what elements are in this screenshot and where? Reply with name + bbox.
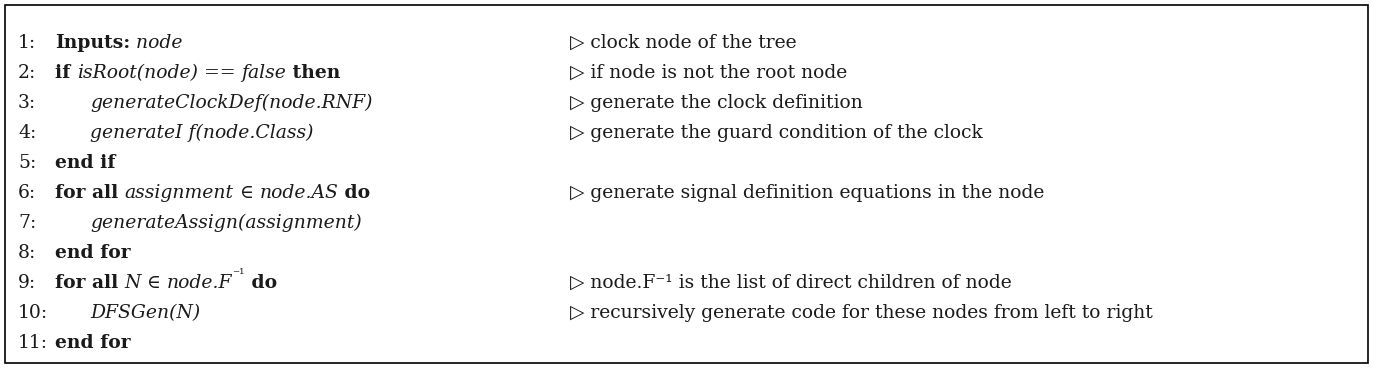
Text: ▷ if node is not the root node: ▷ if node is not the root node <box>570 64 847 82</box>
Text: end if: end if <box>55 154 115 172</box>
Text: ∈: ∈ <box>141 274 168 292</box>
Text: end for: end for <box>55 334 130 352</box>
Text: ==: == <box>198 64 242 82</box>
Text: 4:: 4: <box>18 124 36 142</box>
Text: 6:: 6: <box>18 184 36 202</box>
Text: generateClockDef(node.RNF): generateClockDef(node.RNF) <box>91 94 372 112</box>
Text: assignment: assignment <box>125 184 233 202</box>
Text: do: do <box>339 184 371 202</box>
Text: 7:: 7: <box>18 214 36 232</box>
Text: Inputs:: Inputs: <box>55 34 130 52</box>
Text: 2:: 2: <box>18 64 36 82</box>
Text: for all: for all <box>55 184 125 202</box>
Text: 8:: 8: <box>18 244 36 262</box>
Text: ▷ recursively generate code for these nodes from left to right: ▷ recursively generate code for these no… <box>570 304 1153 322</box>
Text: ▷ clock node of the tree: ▷ clock node of the tree <box>570 34 796 52</box>
Text: 9:: 9: <box>18 274 36 292</box>
Text: node.F: node.F <box>168 274 232 292</box>
Text: DFSGen(N): DFSGen(N) <box>91 304 200 322</box>
Text: ▷ generate signal definition equations in the node: ▷ generate signal definition equations i… <box>570 184 1045 202</box>
Text: then: then <box>286 64 341 82</box>
Text: 3:: 3: <box>18 94 36 112</box>
Text: ▷ generate the guard condition of the clock: ▷ generate the guard condition of the cl… <box>570 124 983 142</box>
Text: 11:: 11: <box>18 334 48 352</box>
Text: do: do <box>244 274 277 292</box>
Text: false: false <box>242 64 286 82</box>
Text: ⁻¹: ⁻¹ <box>232 268 244 282</box>
Text: node.AS: node.AS <box>259 184 339 202</box>
Text: generateAssign(assignment): generateAssign(assignment) <box>91 214 361 232</box>
Text: node: node <box>130 34 183 52</box>
Text: 10:: 10: <box>18 304 48 322</box>
Text: end for: end for <box>55 244 130 262</box>
Text: ▷ node.F⁻¹ is the list of direct children of node: ▷ node.F⁻¹ is the list of direct childre… <box>570 274 1012 292</box>
Text: isRoot(node): isRoot(node) <box>77 64 198 82</box>
Text: generateI f(node.Class): generateI f(node.Class) <box>91 124 313 142</box>
Text: 5:: 5: <box>18 154 36 172</box>
Text: ∈: ∈ <box>233 184 259 202</box>
Text: for all: for all <box>55 274 125 292</box>
Text: N: N <box>125 274 141 292</box>
Text: ▷ generate the clock definition: ▷ generate the clock definition <box>570 94 862 112</box>
Text: if: if <box>55 64 77 82</box>
Text: 1:: 1: <box>18 34 36 52</box>
